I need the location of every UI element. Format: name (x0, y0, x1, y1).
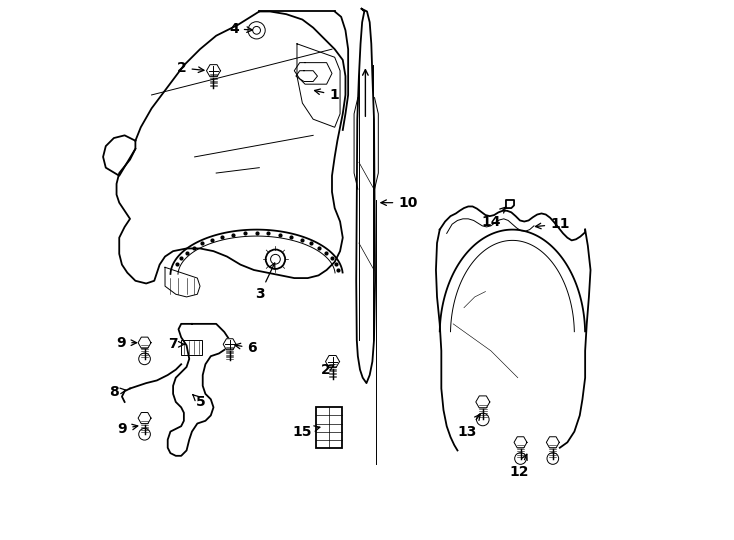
Text: 13: 13 (457, 414, 480, 438)
Text: 11: 11 (535, 217, 570, 231)
Polygon shape (476, 396, 490, 408)
Text: 3: 3 (255, 263, 275, 301)
Bar (181, 340, 202, 355)
Polygon shape (138, 337, 151, 348)
Text: 7: 7 (168, 338, 184, 352)
Text: 15: 15 (293, 424, 320, 438)
Polygon shape (223, 339, 236, 350)
Bar (316, 407, 342, 448)
Text: 6: 6 (235, 341, 257, 355)
Polygon shape (546, 437, 559, 448)
Polygon shape (514, 437, 527, 448)
Text: 12: 12 (509, 454, 528, 479)
Text: 9: 9 (117, 336, 137, 350)
Text: 2: 2 (321, 363, 334, 376)
Text: 5: 5 (192, 395, 206, 409)
Text: 8: 8 (109, 384, 126, 399)
Polygon shape (138, 413, 151, 424)
Text: 10: 10 (381, 195, 418, 210)
Text: 2: 2 (177, 61, 204, 75)
Polygon shape (206, 65, 220, 77)
Polygon shape (325, 355, 340, 368)
Text: 4: 4 (229, 22, 252, 36)
Text: 9: 9 (117, 422, 138, 436)
Text: 14: 14 (481, 207, 506, 228)
Text: 1: 1 (315, 88, 339, 102)
